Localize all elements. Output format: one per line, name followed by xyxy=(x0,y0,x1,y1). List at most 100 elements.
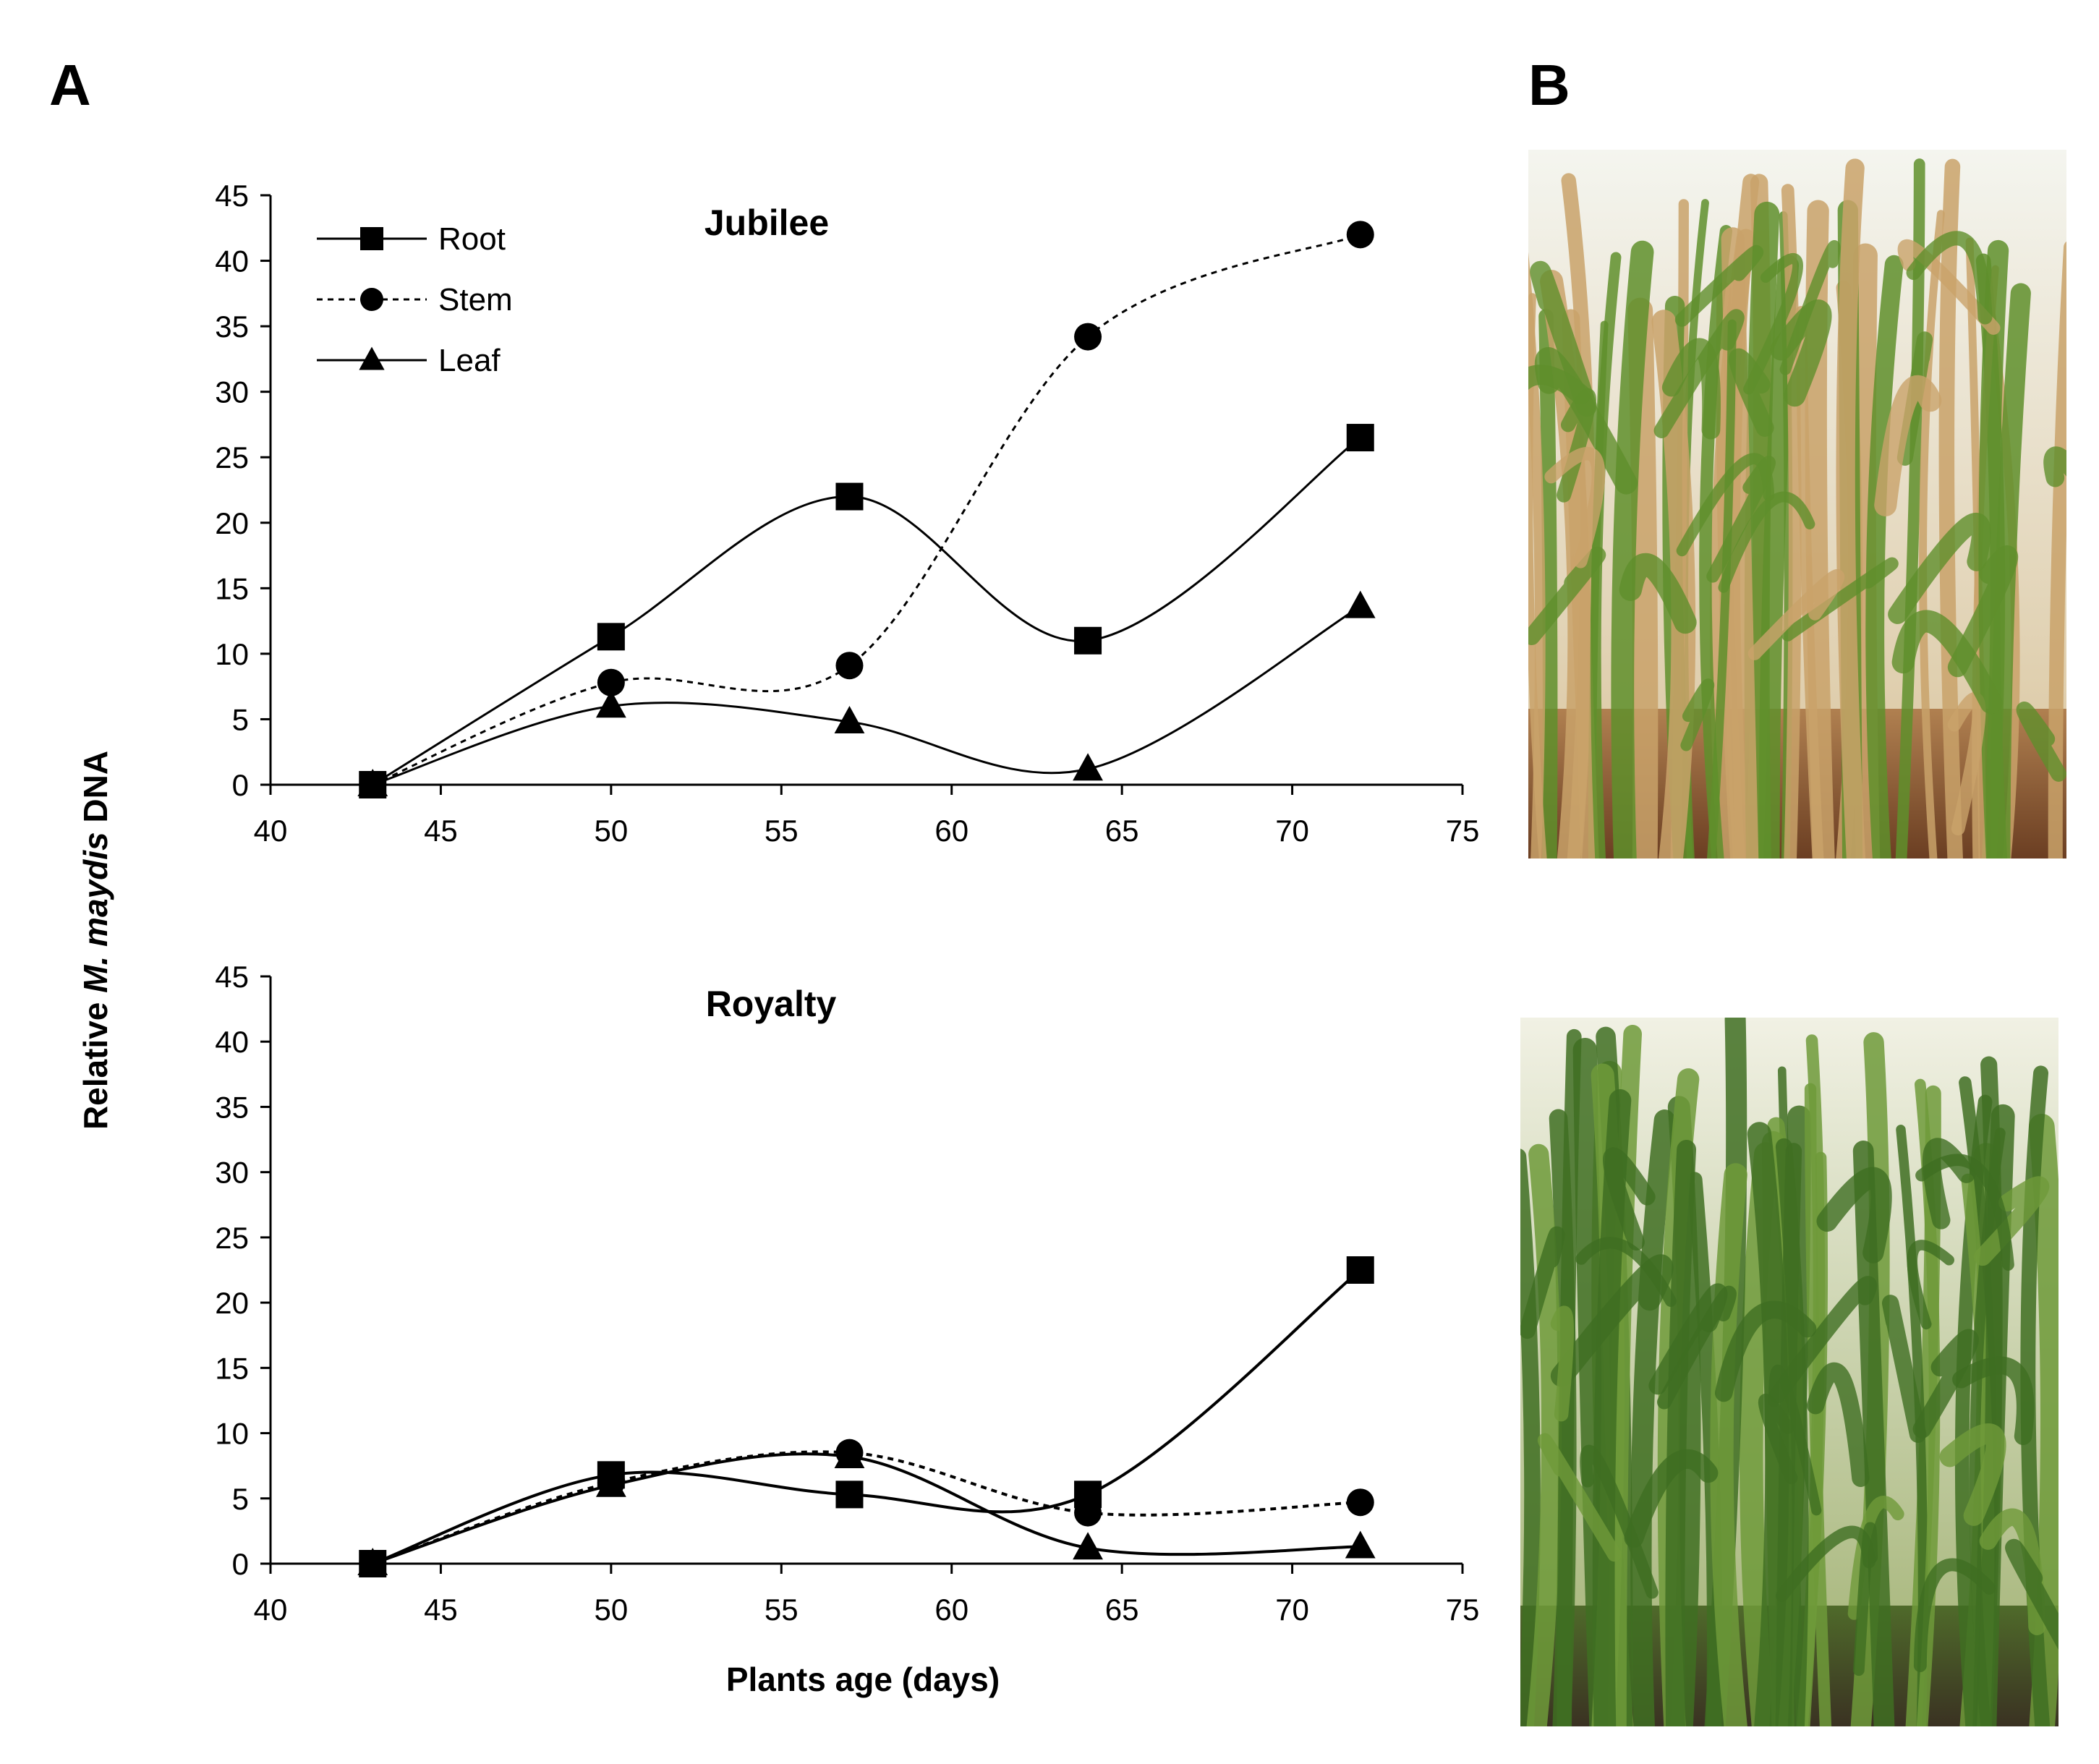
plant-leaf xyxy=(1653,309,1745,438)
plant-leaf xyxy=(1680,678,1715,751)
plant-leaf xyxy=(1775,1525,1876,1602)
plant-leaf xyxy=(1906,231,1993,325)
x-tick-label: 50 xyxy=(594,814,628,848)
data-point-stem xyxy=(1074,1499,1102,1527)
y-tick-label: 0 xyxy=(232,768,249,802)
legend-label-leaf: Leaf xyxy=(438,343,501,378)
plant-leaf xyxy=(1907,1240,1954,1330)
y-tick-label: 15 xyxy=(215,1351,249,1385)
x-tick-label: 75 xyxy=(1446,1593,1480,1627)
y-tick-label: 10 xyxy=(215,1417,249,1451)
x-tick-label: 65 xyxy=(1105,1593,1139,1627)
panel-a-letter: A xyxy=(49,53,91,117)
plant-leaf xyxy=(1758,1393,1798,1485)
plant-stalk xyxy=(1706,319,1737,858)
legend-label-root: Root xyxy=(438,221,506,257)
y-tick-label: 40 xyxy=(215,1025,249,1059)
legend-marker-leaf xyxy=(359,346,385,370)
plant-leaf xyxy=(1718,491,1815,593)
data-point-root xyxy=(1074,626,1102,655)
y-tick-label: 45 xyxy=(215,960,249,994)
plant-leaf xyxy=(1770,299,1832,407)
y-tick-label: 35 xyxy=(215,1090,249,1124)
plant-leaf xyxy=(1891,610,2003,715)
x-axis-title: Plants age (days) xyxy=(726,1661,1000,1698)
y-tick-label: 15 xyxy=(215,571,249,605)
y-tick-label: 25 xyxy=(215,440,249,474)
data-point-root xyxy=(1346,1256,1374,1284)
data-point-stem xyxy=(597,668,625,696)
data-point-leaf xyxy=(595,1469,626,1497)
plant-leaf xyxy=(1706,456,1776,583)
chart-title: Royalty xyxy=(706,984,837,1024)
plant-stalk xyxy=(1520,1149,1541,1726)
plant-stalk xyxy=(1852,1141,1895,1726)
x-tick-label: 50 xyxy=(594,1593,628,1627)
y-tick-label: 20 xyxy=(215,1286,249,1320)
plant-stalk xyxy=(1954,1094,1993,1726)
plant-leaf xyxy=(1530,260,1597,417)
plant-leaf xyxy=(1729,348,1774,437)
y-tick-label: 5 xyxy=(232,1482,249,1516)
chart-royalty: 0 5 10 15 20 25 30 35 40 45 40 45 50 55 60 65 70 75 Royalt… xyxy=(215,960,1479,1627)
x-tick-label: 60 xyxy=(934,1593,968,1627)
plant-stalk xyxy=(1611,240,1654,858)
plant-stalk xyxy=(1836,158,1866,858)
series-line-root xyxy=(372,1269,1362,1565)
plant-leaf xyxy=(1947,692,1986,836)
plant-leaf xyxy=(1947,545,2019,678)
x-tick-label: 55 xyxy=(765,1593,799,1627)
plant-leaf xyxy=(1674,244,1764,327)
plant-stalk xyxy=(1699,225,1733,858)
plant-leaf xyxy=(1575,1237,1677,1307)
plant-leaf xyxy=(1939,1423,2006,1526)
plant-leaf xyxy=(1897,239,2001,335)
x-tick-label: 75 xyxy=(1446,814,1480,848)
plant-stalk xyxy=(2028,1113,2058,1726)
plant-leaf xyxy=(1888,513,1991,624)
plant-stalk xyxy=(1919,210,1945,858)
y-tick-label: 35 xyxy=(215,310,249,344)
legend: Root Stem Leaf xyxy=(317,221,513,378)
plant-leaf xyxy=(1602,1147,1656,1251)
data-point-leaf xyxy=(357,768,388,796)
data-point-root xyxy=(835,482,864,511)
data-point-leaf xyxy=(1073,753,1103,781)
plant-leaf xyxy=(1537,1433,1622,1562)
plant-leaf xyxy=(1619,553,1697,634)
legend-marker-stem xyxy=(360,288,383,311)
plant-leaf xyxy=(1743,253,1803,395)
green-maize-field-photo xyxy=(1520,1018,2058,1726)
y-tick-label: 30 xyxy=(215,375,249,409)
x-tick-label: 60 xyxy=(934,814,968,848)
y-tick-label: 5 xyxy=(232,702,249,736)
data-point-leaf xyxy=(834,1440,865,1468)
plant-stalk xyxy=(1538,309,1558,858)
plant-leaf xyxy=(1528,365,1591,405)
data-point-leaf xyxy=(1345,590,1376,618)
plant-leaf xyxy=(2016,702,2066,782)
data-point-stem xyxy=(1346,221,1374,249)
x-tick-label: 65 xyxy=(1105,814,1139,848)
chart-jubilee: 0 5 10 15 20 25 30 35 40 45 40 45 50 55 60 65 70 75 Jubile… xyxy=(215,179,1479,848)
panel-b-letter: B xyxy=(1528,53,1570,117)
series-line-leaf xyxy=(372,1452,1361,1565)
plant-leaf xyxy=(1768,1364,1822,1516)
plant-leaf xyxy=(1952,1356,2035,1446)
senesced-maize-field-photo xyxy=(1528,150,2066,858)
data-point-leaf xyxy=(595,690,626,718)
plant-leaf xyxy=(1624,1449,1719,1548)
plant-leaf xyxy=(1714,1300,1817,1402)
data-point-stem xyxy=(835,652,864,680)
x-tick-label: 40 xyxy=(254,814,288,848)
plant-leaf xyxy=(1806,1363,1870,1488)
y-axis-title: Relative M. maydis DNA xyxy=(77,751,114,1130)
plant-leaf xyxy=(1544,446,1606,568)
plant-stalk xyxy=(1852,243,1881,858)
plant-leaf xyxy=(1847,1496,1904,1620)
data-point-stem xyxy=(1074,323,1102,351)
series-line-leaf xyxy=(372,605,1361,786)
plant-leaf xyxy=(1874,375,1942,517)
plant-leaf xyxy=(2043,446,2066,487)
